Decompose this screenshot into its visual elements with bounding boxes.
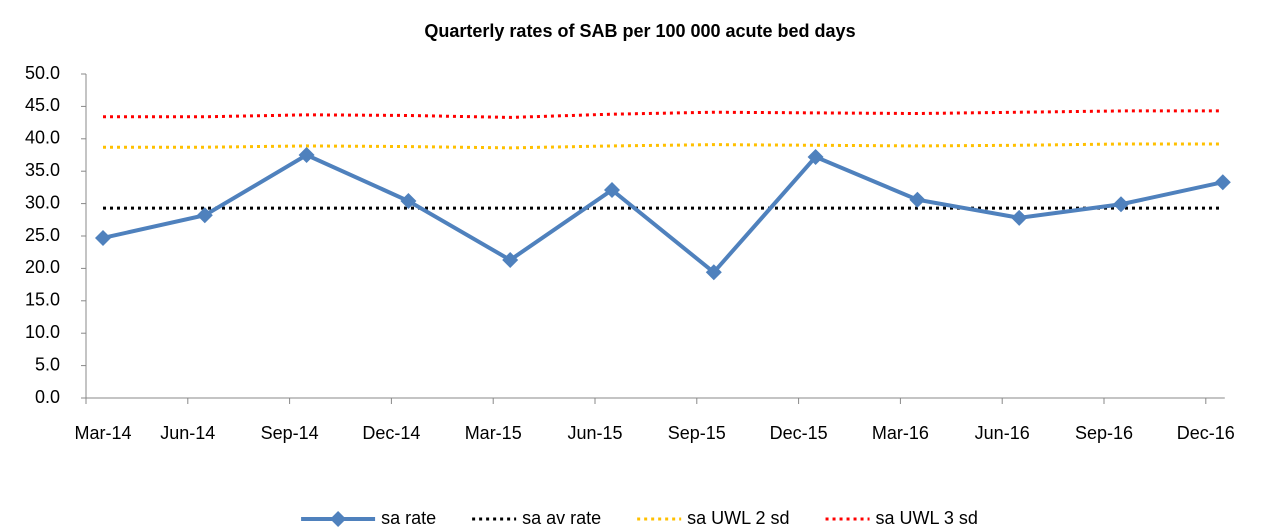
data-marker [909, 191, 926, 208]
x-tick-label: Dec-16 [1177, 423, 1235, 443]
legend-label: sa rate [381, 508, 436, 528]
legend-item: sa rate [301, 508, 436, 528]
y-tick-label: 40.0 [25, 128, 60, 148]
x-tick-label: Dec-14 [362, 423, 420, 443]
y-tick-label: 0.0 [35, 387, 60, 407]
legend-item: sa UWL 2 sd [637, 508, 790, 528]
legend-item: sa UWL 3 sd [825, 508, 978, 528]
y-tick-label: 50.0 [25, 63, 60, 83]
data-marker [95, 229, 111, 246]
data-marker [1011, 209, 1028, 226]
x-tick-label: Mar-16 [872, 423, 929, 443]
y-tick-label: 35.0 [25, 160, 60, 180]
y-tick-label: 30.0 [25, 192, 60, 212]
x-tick-label: Sep-14 [261, 423, 319, 443]
legend-item: sa av rate [472, 508, 601, 528]
y-tick-label: 10.0 [25, 322, 60, 342]
legend-label: sa av rate [522, 508, 601, 528]
x-tick-label: Jun-15 [567, 423, 622, 443]
x-tick-label: Sep-16 [1075, 423, 1133, 443]
legend-label: sa UWL 3 sd [876, 508, 978, 528]
data-marker [196, 207, 213, 224]
data-marker [502, 251, 519, 268]
data-marker [1113, 196, 1129, 213]
data-marker [807, 148, 824, 165]
data-marker [705, 264, 722, 281]
x-tick-label: Mar-15 [465, 423, 522, 443]
y-tick-label: 5.0 [35, 354, 60, 374]
chart-title: Quarterly rates of SAB per 100 000 acute… [424, 21, 855, 41]
y-tick-label: 25.0 [25, 225, 60, 245]
x-tick-label: Jun-16 [975, 423, 1030, 443]
x-tick-label: Dec-15 [770, 423, 828, 443]
x-tick-label: Jun-14 [160, 423, 215, 443]
data-marker [1214, 174, 1231, 191]
data-marker [298, 147, 315, 163]
x-tick-label: Mar-14 [74, 423, 131, 443]
legend-label: sa UWL 2 sd [687, 508, 789, 528]
series-line [103, 109, 1223, 119]
data-marker [604, 181, 620, 198]
y-tick-label: 20.0 [25, 257, 60, 277]
data-marker [400, 193, 417, 210]
series-line [102, 152, 1224, 276]
series-line [103, 142, 1223, 150]
y-tick-label: 15.0 [25, 290, 60, 310]
y-tick-label: 45.0 [25, 95, 60, 115]
x-tick-label: Sep-15 [668, 423, 726, 443]
legend-marker [330, 511, 347, 527]
